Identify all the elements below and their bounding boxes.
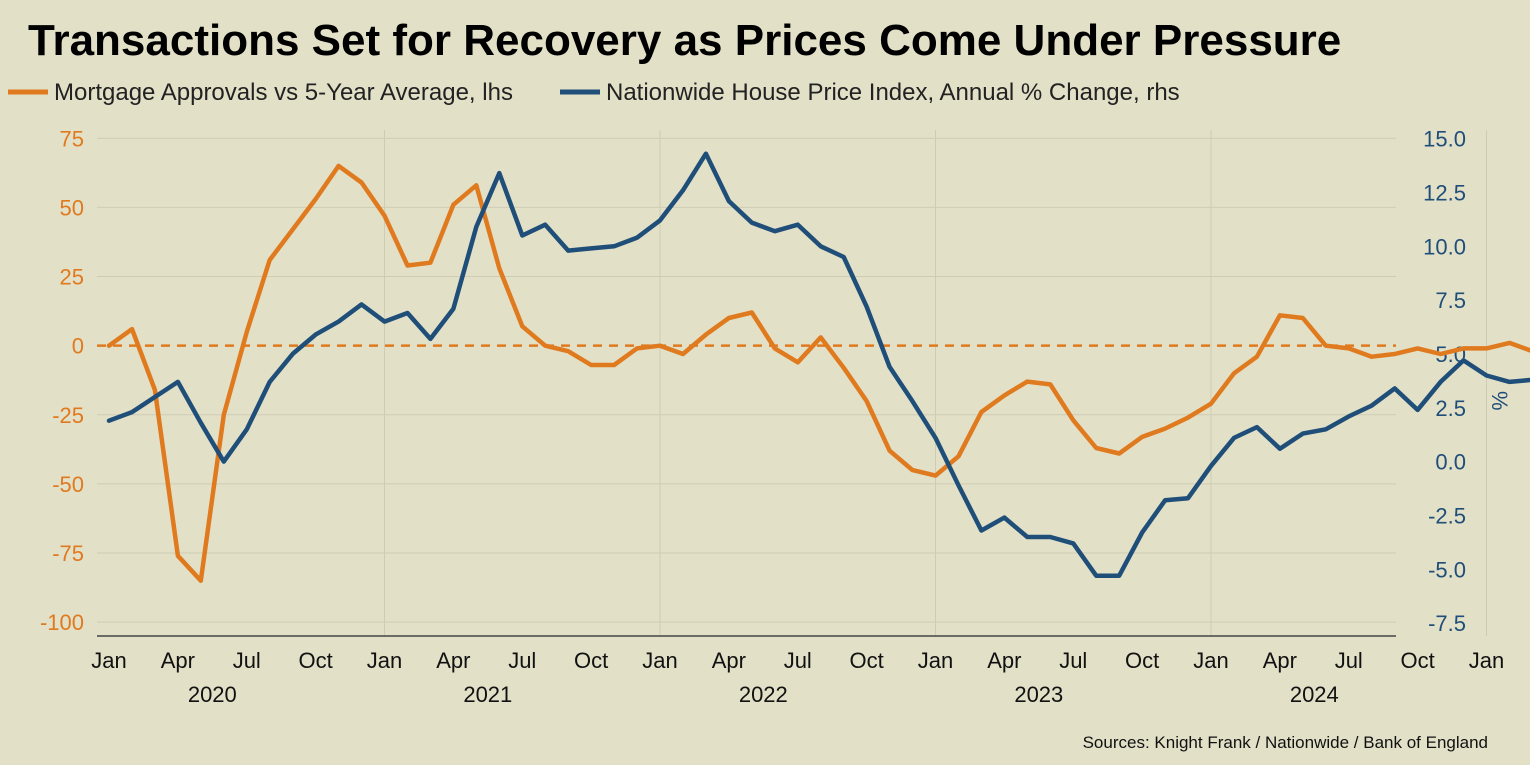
series-line-house-price-index (106, 151, 1530, 578)
x-tick-label: Apr (712, 648, 746, 673)
right-tick-label: 7.5 (1435, 288, 1466, 313)
x-tick-label: Jul (1059, 648, 1087, 673)
x-axis-years: 202020212022202320242025 (188, 682, 1339, 707)
year-label: 2023 (1014, 682, 1063, 707)
x-tick-label: Jul (233, 648, 261, 673)
right-axis-ticks: 15.012.510.07.55.02.50.0-2.5-5.0-7.5 (1423, 127, 1466, 636)
x-tick-label: Jul (1335, 648, 1363, 673)
right-tick-label: 2.5 (1435, 396, 1466, 421)
x-tick-label: Oct (574, 648, 608, 673)
right-tick-label: -7.5 (1428, 611, 1466, 636)
right-tick-label: -2.5 (1428, 503, 1466, 528)
x-tick-label: Jan (91, 648, 126, 673)
x-tick-label: Jul (508, 648, 536, 673)
x-tick-label: Jan (1469, 648, 1504, 673)
x-tick-label: Apr (161, 648, 195, 673)
x-tick-label: Jul (784, 648, 812, 673)
x-tick-label: Oct (850, 648, 884, 673)
right-tick-label: 12.5 (1423, 180, 1466, 205)
x-tick-label: Oct (299, 648, 333, 673)
sources-note: Sources: Knight Frank / Nationwide / Ban… (1083, 733, 1488, 752)
left-tick-label: 25 (60, 265, 84, 290)
x-tick-label: Apr (436, 648, 470, 673)
year-label: 2021 (463, 682, 512, 707)
x-tick-label: Oct (1401, 648, 1435, 673)
right-tick-label: 0.0 (1435, 450, 1466, 475)
chart-title: Transactions Set for Recovery as Prices … (28, 16, 1341, 65)
x-tick-label: Jan (367, 648, 402, 673)
series-lines (106, 151, 1530, 583)
legend-label-mortgage: Mortgage Approvals vs 5-Year Average, lh… (54, 79, 513, 106)
right-tick-label: 10.0 (1423, 234, 1466, 259)
left-tick-label: -50 (52, 472, 84, 497)
x-tick-label: Jan (918, 648, 953, 673)
left-tick-label: 0 (72, 334, 84, 359)
legend-label-hpi: Nationwide House Price Index, Annual % C… (606, 79, 1180, 106)
year-label: 2020 (188, 682, 237, 707)
x-tick-label: Apr (987, 648, 1021, 673)
series-line-mortgage-approvals (106, 163, 1530, 583)
x-tick-label: Apr (1263, 648, 1297, 673)
x-axis-ticks: Jan Apr Jul Oct Jan Apr Jul Oct Jan Apr Jul Oct Jan A… (91, 648, 1504, 673)
x-tick-label: Jan (642, 648, 677, 673)
right-axis-label: % (1487, 391, 1512, 411)
left-tick-label: -25 (52, 403, 84, 428)
left-tick-label: -100 (40, 610, 84, 635)
year-label: 2022 (739, 682, 788, 707)
left-tick-label: -75 (52, 541, 84, 566)
right-tick-label: -5.0 (1428, 557, 1466, 582)
left-axis-ticks: 75 50 25 0 -25 -50 -75 -100 (40, 126, 84, 635)
year-label: 2024 (1290, 682, 1339, 707)
gridlines (97, 130, 1487, 636)
x-tick-label: Jan (1193, 648, 1228, 673)
x-tick-label: Oct (1125, 648, 1159, 673)
left-tick-label: 75 (60, 126, 84, 151)
left-tick-label: 50 (60, 195, 84, 220)
legend: Mortgage Approvals vs 5-Year Average, lh… (8, 79, 1180, 106)
axes (97, 344, 1396, 637)
right-tick-label: 15.0 (1423, 127, 1466, 152)
